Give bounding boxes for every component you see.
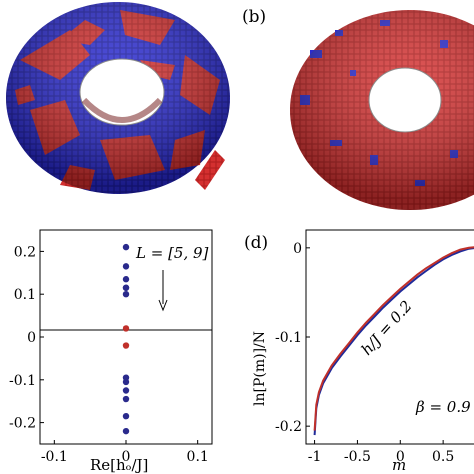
panel-c-point-0-9 [122, 412, 130, 420]
panel-c-point-0-2 [122, 276, 130, 283]
panel-d-line-0 [313, 247, 474, 436]
panel-d-xtick-label-2: 0 [396, 449, 405, 465]
panel-c-chart: 0.2 0.1 0 -0.1 -0.2 -0.1 0 0.1 L = [5, 9] Re[h… [0, 226, 234, 474]
panel-c-ytick-label-3: -0.1 [9, 373, 36, 389]
panel-c-ytick-label-0: 0.2 [14, 244, 36, 260]
panel-c-xlabel: Re[hₒ/J] [90, 456, 148, 474]
panel-c-arrow-head [158, 299, 168, 312]
panel-d-ytick-label-2: -0.2 [275, 419, 302, 435]
panel-d-xtick-label-1: -0.5 [344, 449, 371, 465]
panel-d-label: (d) [244, 233, 268, 253]
panel-c-point-0-1 [122, 263, 130, 270]
panel-b-label: (b) [242, 7, 266, 27]
panel-c-xtick-label-2: 0.1 [187, 449, 209, 465]
torus-b-figure: (b) [240, 0, 474, 225]
panel-d-line-1 [313, 246, 474, 431]
panel-c-point-0-10 [122, 427, 130, 435]
panel-c-point-0-6 [122, 378, 130, 386]
panel-c-xtick-label-0: -0.1 [41, 449, 68, 465]
panel-d-ytick-label-0: 0 [293, 241, 302, 257]
panel-c-point-0-4 [122, 291, 130, 298]
panel-c-xtick-label-1: 0 [122, 449, 131, 465]
torus-a-figure [0, 0, 234, 225]
panel-c-ytick-label-2: 0 [27, 330, 36, 346]
panel-c-point-0-11 [122, 284, 130, 291]
panel-c-point-1-1 [122, 342, 130, 349]
panel-c-point-0-0 [122, 243, 130, 251]
panel-c-ytick-label-4: -0.2 [9, 416, 36, 432]
panel-c-point-0-7 [122, 387, 130, 394]
panel-d-ylabel: ln[P(m)]/N [252, 331, 268, 406]
panel-c-point-1-0 [122, 325, 130, 332]
panel-d-xtick-label-3: 0.5 [432, 449, 454, 465]
panel-d-annotation-beta: β = 0.9 [415, 398, 471, 416]
panel-d-xlabel: m [392, 456, 406, 474]
panel-c-ytick-label-1: 0.1 [14, 287, 36, 303]
panel-c-annotation: L = [5, 9] [135, 244, 209, 262]
panel-d-xtick-label-0: -1 [308, 449, 322, 465]
panel-c-point-0-8 [122, 395, 130, 403]
panel-d-ytick-label-1: -0.1 [275, 330, 302, 346]
panel-d-chart: (d) 0 -0.1 -0.2 -1 -0.5 0 0.5 ln[P(m)]/N h/J … [236, 226, 474, 474]
panel-c-frame [39, 229, 213, 445]
panel-d-annotation-h: h/J = 0.2 [358, 297, 416, 359]
